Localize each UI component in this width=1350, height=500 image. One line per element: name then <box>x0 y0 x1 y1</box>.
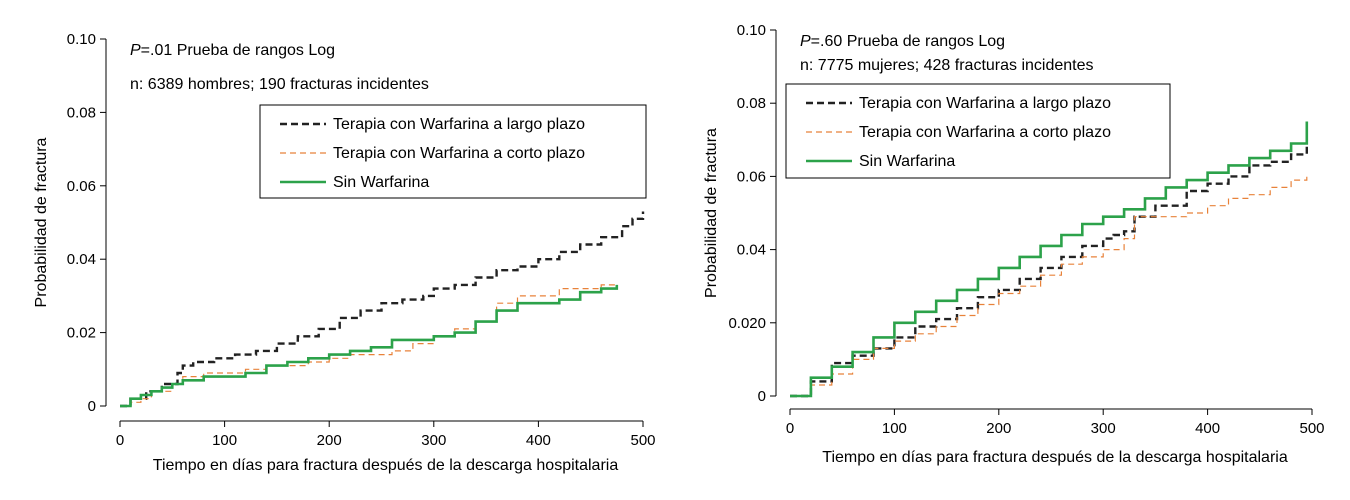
test-name: Prueba de rangos Log <box>842 33 1005 50</box>
y-tick-label: 0.02 <box>67 325 96 342</box>
x-tick-label: 100 <box>212 432 237 449</box>
x-tick-label: 0 <box>786 420 794 437</box>
p-label: P <box>130 42 141 59</box>
y-tick-label: 0.10 <box>737 22 766 39</box>
legend: Terapia con Warfarina a largo plazo Terap… <box>259 104 647 199</box>
y-tick-label: 0.04 <box>737 242 766 259</box>
sample-size-annotation: n: 6389 hombres; 190 fracturas incidente… <box>130 76 429 93</box>
y-tick-label: 0.10 <box>67 31 96 48</box>
x-tick-label: 500 <box>1299 420 1324 437</box>
y-tick-label: 0.08 <box>67 104 96 121</box>
x-tick-label: 300 <box>1091 420 1116 437</box>
y-tick-label: 0.06 <box>737 168 766 185</box>
sample-size-annotation: n: 7775 mujeres; 428 fracturas incidente… <box>800 57 1094 74</box>
x-tick-label: 100 <box>882 420 907 437</box>
x-tick-label: 200 <box>317 432 342 449</box>
y-axis-label: Probabilidad de fractura <box>703 128 720 298</box>
y-tick-label: 0 <box>758 388 766 405</box>
test-name: Prueba de rangos Log <box>172 42 335 59</box>
p-value-annotation: P=.01 Prueba de rangos Log <box>130 42 335 59</box>
legend-label: Sin Warfarina <box>859 153 955 170</box>
x-tick-label: 500 <box>630 432 655 449</box>
chart-panel-1: 0 100 200 300 400 500 0 0.02 0.04 0.06 0.08 0.10 Tie… <box>33 31 656 474</box>
y-tick-label: 0.020 <box>728 315 766 332</box>
legend-label: Terapia con Warfarina a corto plazo <box>859 124 1111 141</box>
x-tick-label: 400 <box>526 432 551 449</box>
x-tick-label: 300 <box>421 432 446 449</box>
legend-box <box>785 83 1171 179</box>
legend-label: Terapia con Warfarina a largo plazo <box>333 116 585 133</box>
x-tick-label: 200 <box>986 420 1011 437</box>
y-tick-label: 0.06 <box>67 178 96 195</box>
legend: Terapia con Warfarina a largo plazo Terap… <box>785 83 1171 179</box>
x-tick-label: 0 <box>116 432 124 449</box>
series-line-3 <box>120 284 619 408</box>
p-value: =.01 <box>141 42 173 59</box>
legend-label: Terapia con Warfarina a corto plazo <box>333 145 585 162</box>
y-axis-label: Probabilidad de fractura <box>33 137 50 307</box>
p-value-annotation: P=.60 Prueba de rangos Log <box>800 33 1005 50</box>
series-line-2 <box>790 172 1308 397</box>
series-line-1 <box>120 211 645 408</box>
series-line-3 <box>790 121 1309 398</box>
legend-label: Terapia con Warfarina a largo plazo <box>859 95 1111 112</box>
p-label: P <box>800 33 811 50</box>
chart-panel-2: 0 100 200 300 400 500 0 0.020 0.04 0.06 0.08 0.10 Ti… <box>703 22 1325 466</box>
y-tick-label: 0 <box>88 398 96 415</box>
y-tick-label: 0.08 <box>737 95 766 112</box>
p-value: =.60 <box>811 33 843 50</box>
x-axis-label: Tiempo en días para fractura después de … <box>153 457 619 474</box>
y-tick-label: 0.04 <box>67 251 96 268</box>
x-tick-label: 400 <box>1195 420 1220 437</box>
legend-label: Sin Warfarina <box>333 174 429 191</box>
x-axis-label: Tiempo en días para fractura después de … <box>822 449 1288 466</box>
